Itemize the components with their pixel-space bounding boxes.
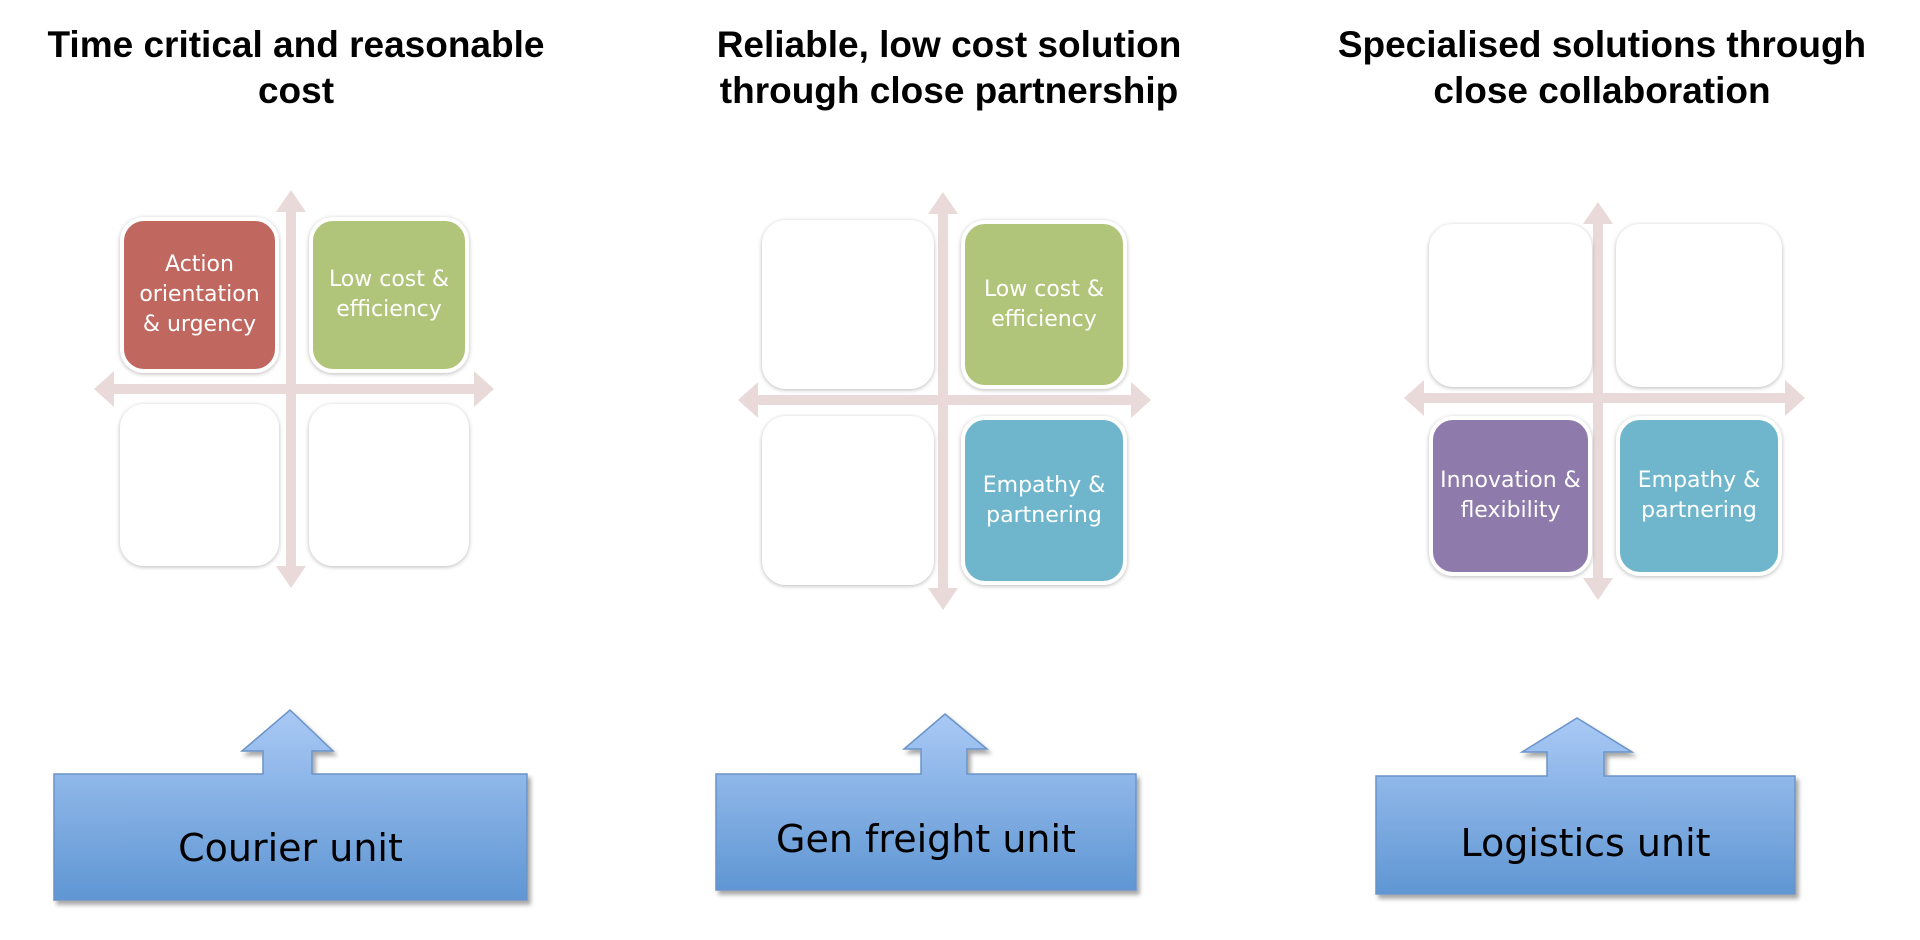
horizontal-axis-arrow: [1404, 380, 1805, 416]
column-title-courier: Time critical and reasonable cost: [47, 24, 545, 111]
axis-arrows-gen-freight: [738, 192, 1151, 610]
vertical-axis-arrow: [928, 192, 958, 610]
quadrant-empty: [120, 404, 279, 566]
column-title-logistics: Specialised solutions through close colla…: [1337, 24, 1867, 111]
courier-unit-shape: [53, 708, 528, 901]
quadrant-empty: [1616, 224, 1782, 387]
quadrant-action-orientation: Action orientation & urgency: [120, 217, 279, 373]
quadrant-innovation: Innovation & flexibility: [1429, 416, 1592, 576]
quadrant-low-cost: Low cost & efficiency: [309, 217, 469, 373]
gen-freight-unit-label: Gen freight unit: [776, 817, 1076, 861]
courier-unit-label: Courier unit: [178, 826, 403, 870]
quadrant-empty: [762, 220, 934, 389]
quadrant-empty: [762, 416, 934, 585]
vertical-axis-arrow: [276, 190, 306, 588]
quadrant-low-cost: Low cost & efficiency: [961, 220, 1127, 389]
logistics-unit-shape: [1375, 717, 1796, 895]
quadrant-empathy: Empathy & partnering: [961, 416, 1127, 585]
vertical-axis-arrow: [1583, 202, 1613, 600]
quadrant-empty: [309, 404, 469, 566]
axis-arrows-logistics: [1404, 202, 1805, 600]
column-title-gen-freight: Reliable, low cost solution through close…: [716, 24, 1182, 111]
logistics-unit-label: Logistics unit: [1460, 821, 1711, 865]
quadrant-empty: [1429, 224, 1592, 387]
axis-arrows-courier: [94, 190, 494, 588]
quadrant-empathy: Empathy & partnering: [1616, 416, 1782, 576]
gen-freight-unit-shape: [715, 713, 1137, 891]
